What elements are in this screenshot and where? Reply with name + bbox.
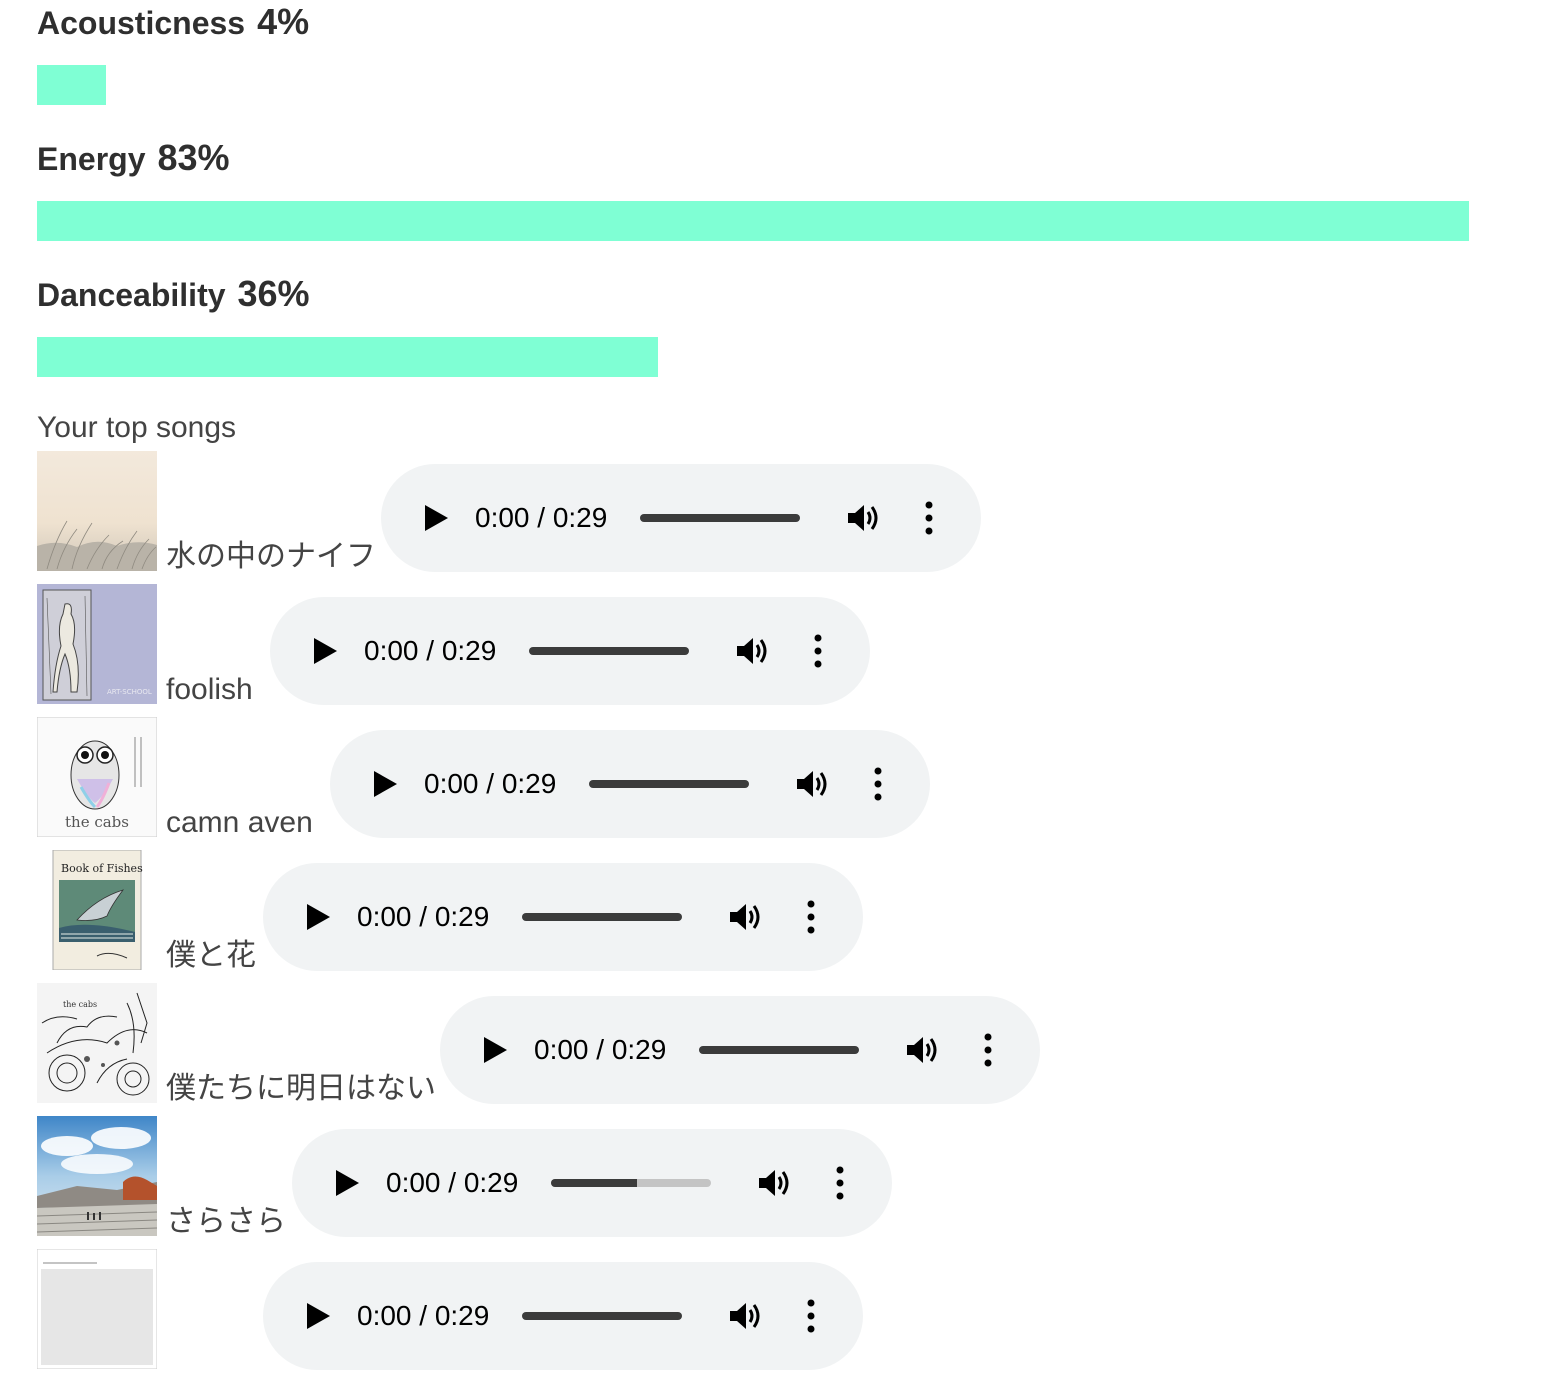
seek-bar[interactable] (640, 514, 800, 522)
seek-progress (522, 1312, 682, 1320)
volume-icon[interactable] (906, 1034, 940, 1066)
album-cover-owl-icon: the cabs (37, 717, 157, 837)
song-title: さらさら (166, 1205, 286, 1238)
volume-icon[interactable] (729, 901, 763, 933)
feature-bar-track (37, 337, 1566, 377)
feature-bar (37, 201, 1469, 241)
album-cover-grass-field-icon (37, 451, 157, 571)
time-display: 0:00 / 0:29 (357, 901, 490, 932)
volume-icon[interactable] (796, 768, 830, 800)
feature-heading: Acousticness 4% (37, 0, 1537, 46)
feature-bar-track (37, 65, 1566, 105)
audio-player: 0:00 / 0:29 (330, 730, 930, 838)
song-title: 水の中のナイフ (166, 540, 376, 573)
audio-player: 0:00 / 0:29 (381, 464, 981, 572)
feature-bar (37, 337, 658, 377)
play-icon[interactable] (305, 903, 331, 931)
time-display: 0:00 / 0:29 (386, 1167, 519, 1198)
feature-energy: Energy 83% (37, 136, 1537, 272)
svg-text:the cabs: the cabs (63, 1000, 97, 1009)
play-icon[interactable] (482, 1036, 508, 1064)
time-display: 0:00 / 0:29 (357, 1300, 490, 1331)
song-row: 水の中のナイフ 0:00 / 0:29 (37, 451, 1537, 584)
song-list: 水の中のナイフ 0:00 / 0:29 ART-SCHOOL foo (37, 451, 1537, 1382)
seek-bar[interactable] (529, 647, 689, 655)
feature-acousticness: Acousticness 4% (37, 0, 1537, 136)
time-display: 0:00 / 0:29 (475, 502, 608, 533)
audio-player: 0:00 / 0:29 (263, 1262, 863, 1370)
song-title: 僕たちに明日はない (166, 1072, 436, 1105)
feature-bar (37, 65, 106, 105)
more-options-icon[interactable] (919, 500, 939, 536)
feature-value: 83% (157, 137, 230, 178)
more-options-icon[interactable] (808, 633, 828, 669)
song-row: 0:00 / 0:29 (37, 1249, 1537, 1382)
volume-icon[interactable] (729, 1300, 763, 1332)
feature-heading: Danceability 36% (37, 272, 1537, 318)
feature-value: 4% (257, 1, 310, 42)
more-options-icon[interactable] (978, 1032, 998, 1068)
page: Acousticness 4% Energy 83% Danceability 36%… (37, 0, 1537, 1370)
time-display: 0:00 / 0:29 (364, 635, 497, 666)
audio-player: 0:00 / 0:29 (440, 996, 1040, 1104)
feature-value: 36% (237, 273, 310, 314)
more-options-icon[interactable] (830, 1165, 850, 1201)
seek-bar[interactable] (522, 913, 682, 921)
feature-heading: Energy 83% (37, 136, 1537, 182)
audio-player: 0:00 / 0:29 (292, 1129, 892, 1237)
volume-icon[interactable] (847, 502, 881, 534)
song-row: さらさら 0:00 / 0:29 (37, 1116, 1537, 1249)
feature-bar-track (37, 201, 1566, 241)
seek-bar[interactable] (551, 1179, 711, 1187)
album-cover-ink-illustration-icon: the cabs (37, 983, 157, 1103)
more-options-icon[interactable] (801, 899, 821, 935)
svg-text:ART-SCHOOL: ART-SCHOOL (107, 688, 152, 696)
song-title: foolish (166, 673, 253, 706)
svg-text:the cabs: the cabs (65, 813, 129, 831)
audio-player: 0:00 / 0:29 (270, 597, 870, 705)
time-display: 0:00 / 0:29 (424, 768, 557, 799)
play-icon[interactable] (305, 1302, 331, 1330)
song-title: 僕と花 (166, 939, 256, 972)
seek-progress (589, 780, 749, 788)
play-icon[interactable] (423, 504, 449, 532)
feature-label: Danceability (37, 277, 226, 313)
seek-progress (551, 1179, 638, 1187)
song-title: camn aven (166, 806, 313, 839)
seek-progress (522, 913, 682, 921)
play-icon[interactable] (312, 637, 338, 665)
seek-progress (640, 514, 800, 522)
song-row: the cabs 僕たちに明日はない 0:00 / 0:29 (37, 983, 1537, 1116)
feature-danceability: Danceability 36% (37, 272, 1537, 408)
audio-player: 0:00 / 0:29 (263, 863, 863, 971)
feature-label: Acousticness (37, 5, 246, 41)
seek-bar[interactable] (522, 1312, 682, 1320)
play-icon[interactable] (372, 770, 398, 798)
seek-bar[interactable] (589, 780, 749, 788)
seek-progress (699, 1046, 859, 1054)
song-row: ART-SCHOOL foolish 0:00 / 0:29 (37, 584, 1537, 717)
more-options-icon[interactable] (868, 766, 888, 802)
top-songs-title: Your top songs (37, 411, 237, 444)
svg-text:Book of Fishes: Book of Fishes (61, 862, 143, 875)
song-row: the cabs camn aven 0:00 / 0:29 (37, 717, 1537, 850)
more-options-icon[interactable] (801, 1298, 821, 1334)
time-display: 0:00 / 0:29 (534, 1034, 667, 1065)
album-cover-book-of-fishes-icon: Book of Fishes (37, 850, 157, 970)
seek-progress (529, 647, 689, 655)
album-cover-white-icon (37, 1249, 157, 1369)
volume-icon[interactable] (736, 635, 770, 667)
feature-label: Energy (37, 141, 146, 177)
album-cover-figure-drawing-icon: ART-SCHOOL (37, 584, 157, 704)
album-cover-sky-landscape-icon (37, 1116, 157, 1236)
play-icon[interactable] (334, 1169, 360, 1197)
seek-bar[interactable] (699, 1046, 859, 1054)
volume-icon[interactable] (758, 1167, 792, 1199)
song-row: Book of Fishes 僕と花 0:00 / 0:29 (37, 850, 1537, 983)
